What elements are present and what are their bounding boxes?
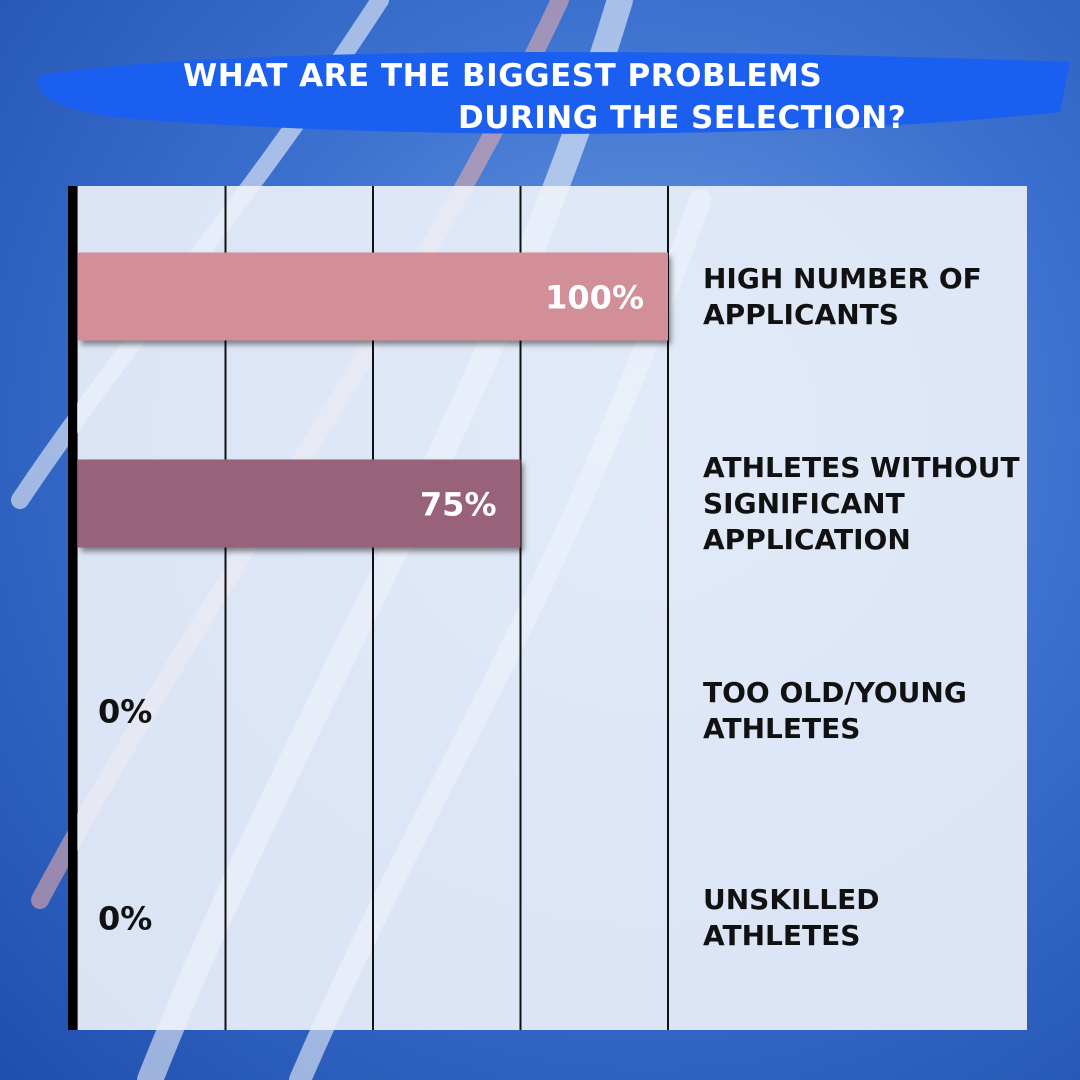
value-label: 0% <box>98 693 152 731</box>
value-label: 0% <box>98 900 152 938</box>
category-label: TOO OLD/YOUNG ATHLETES <box>703 675 967 745</box>
chart-title: DURING THE SELECTION? <box>458 100 907 136</box>
bar <box>78 252 668 341</box>
value-label: 100% <box>545 279 644 317</box>
axis-line <box>68 186 77 1030</box>
title-brush <box>38 52 1071 134</box>
category-label: ATHLETES WITHOUT SIGNIFICANT APPLICATION <box>703 450 1020 556</box>
value-label: 75% <box>420 486 497 524</box>
chart-title: WHAT ARE THE BIGGEST PROBLEMS <box>183 58 823 94</box>
category-label: UNSKILLED ATHLETES <box>703 882 880 952</box>
bar <box>78 459 521 548</box>
category-label: HIGH NUMBER OF APPLICANTS <box>703 261 982 331</box>
